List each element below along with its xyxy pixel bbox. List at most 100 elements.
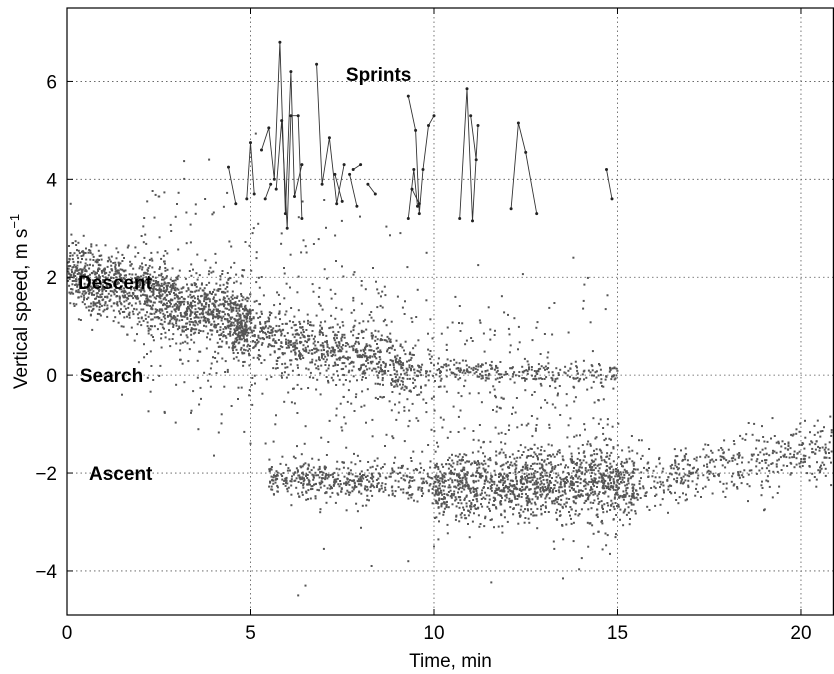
scatter-point (793, 466, 796, 469)
scatter-point (512, 406, 514, 409)
scatter-point (218, 298, 221, 301)
scatter-point (341, 347, 344, 350)
scatter-point (208, 300, 211, 303)
scatter-point (455, 514, 458, 517)
scatter-point (485, 477, 488, 480)
scatter-point (504, 456, 507, 459)
scatter-point (511, 453, 514, 456)
scatter-point (118, 275, 121, 278)
scatter-point (482, 467, 485, 470)
scatter-point (499, 500, 502, 502)
scatter-point (383, 463, 386, 466)
scatter-point (314, 335, 316, 338)
scatter-point (451, 503, 454, 506)
scatter-point (449, 368, 451, 371)
scatter-point (750, 469, 753, 472)
scatter-point (389, 359, 392, 362)
scatter-point (129, 279, 132, 281)
scatter-point (244, 321, 247, 324)
scatter-point (237, 326, 240, 329)
scatter-point (398, 392, 401, 395)
scatter-point (608, 370, 611, 373)
scatter-point (737, 473, 740, 475)
scatter-point (420, 374, 423, 377)
scatter-point (178, 297, 181, 300)
scatter-point (372, 267, 374, 269)
scatter-point (331, 491, 334, 494)
scatter-point (164, 307, 167, 310)
scatter-point (175, 324, 178, 327)
scatter-point (435, 502, 438, 505)
scatter-point (259, 321, 261, 324)
scatter-point (591, 488, 594, 491)
scatter-point (205, 296, 208, 299)
scatter-point (86, 286, 89, 289)
scatter-point (469, 505, 472, 508)
scatter-point (460, 490, 463, 493)
scatter-point (606, 502, 609, 504)
scatter-point (738, 476, 741, 479)
scatter-point (319, 372, 322, 375)
scatter-point (721, 455, 724, 458)
scatter-point (518, 471, 521, 473)
scatter-point (82, 294, 85, 297)
scatter-point (174, 283, 177, 286)
scatter-point (638, 482, 641, 485)
scatter-point (151, 304, 154, 307)
scatter-point (338, 342, 341, 345)
scatter-point (353, 324, 356, 327)
scatter-point (590, 486, 593, 489)
scatter-point (203, 324, 205, 327)
scatter-point (324, 320, 327, 323)
scatter-point (645, 491, 648, 494)
scatter-point (551, 467, 554, 470)
scatter-point (825, 456, 828, 459)
scatter-point (776, 470, 779, 473)
scatter-point (340, 487, 343, 490)
scatter-point (563, 485, 566, 488)
scatter-point (559, 481, 562, 484)
scatter-point (302, 463, 305, 466)
scatter-point (190, 330, 193, 333)
scatter-point (818, 447, 821, 449)
scatter-point (125, 299, 128, 302)
scatter-point (466, 368, 469, 371)
scatter-point (188, 348, 191, 351)
scatter-point (144, 317, 147, 320)
scatter-point (371, 335, 374, 338)
scatter-point (250, 269, 253, 272)
scatter-point (335, 480, 338, 483)
scatter-point (222, 290, 225, 293)
scatter-point (459, 370, 462, 373)
scatter-point (628, 450, 631, 453)
scatter-point (85, 270, 88, 273)
scatter-point (602, 481, 605, 484)
scatter-point (322, 346, 325, 349)
scatter-point (569, 367, 572, 370)
scatter-point (750, 453, 753, 456)
scatter-point (112, 320, 115, 323)
scatter-point (204, 305, 207, 308)
scatter-point (312, 243, 315, 245)
scatter-point (606, 423, 609, 426)
scatter-point (338, 341, 341, 344)
scatter-point (177, 308, 180, 311)
scatter-point (82, 234, 85, 237)
scatter-point (795, 463, 798, 466)
scatter-point (198, 274, 201, 277)
scatter-point (602, 485, 605, 488)
scatter-point (480, 498, 483, 500)
scatter-point (819, 469, 822, 472)
scatter-point (609, 478, 612, 480)
scatter-point (325, 501, 328, 504)
scatter-point (288, 469, 291, 472)
scatter-point (725, 487, 728, 490)
scatter-point (501, 479, 504, 482)
scatter-point (397, 480, 400, 483)
scatter-point (632, 468, 635, 471)
scatter-point (132, 313, 135, 316)
scatter-point (788, 456, 791, 459)
scatter-point (609, 467, 611, 470)
scatter-point (440, 489, 442, 492)
scatter-point (397, 472, 399, 475)
